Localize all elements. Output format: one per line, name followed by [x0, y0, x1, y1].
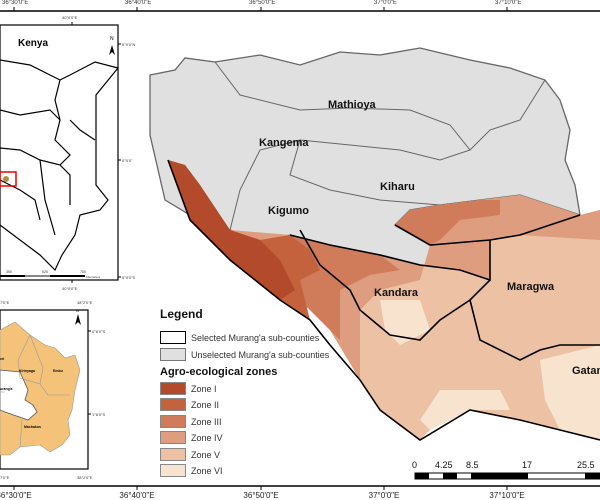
legend-swatch: [160, 448, 186, 461]
kenya-lon-label: 40°0'0"E: [62, 15, 78, 20]
bottom-tick-label: 36°30'0"E: [0, 491, 32, 500]
zone-iii-area: [395, 200, 500, 245]
legend-swatch: [160, 398, 186, 411]
map-label-kigumo: Kigumo: [268, 205, 309, 217]
zone-vi-area: [540, 345, 600, 440]
kenya-scale-label: 525: [42, 270, 48, 274]
county-label: Embu: [53, 369, 63, 373]
county-label: eri: [0, 357, 4, 361]
zone-vi-area: [420, 390, 510, 430]
kenya-inset-map: [0, 22, 121, 283]
scale-label: 25.5: [577, 460, 595, 470]
bottom-tick-label: 37°0'0"E: [369, 491, 400, 500]
legend-label: Unselected Murang'a sub-counties: [191, 349, 330, 360]
map-label-maragwa: Maragwa: [507, 281, 555, 293]
county-lon-label: 38°2'0"E: [77, 300, 93, 305]
legend-item-zone-vi: Zone VI: [160, 464, 223, 477]
subcounty-boundary: [214, 61, 546, 231]
scale-label: 8.5: [466, 460, 479, 470]
legend-swatch: [160, 348, 186, 361]
zone-vi-area: [380, 300, 430, 345]
top-tick-label: 37°0'0"E: [374, 0, 397, 6]
map-label-gatanga: Gatan: [572, 365, 600, 377]
map-label-kandara: Kandara: [374, 287, 419, 299]
top-tick-label: 37°10'0"E: [495, 0, 521, 6]
county-lon-label: 38°2'0"E: [77, 475, 93, 480]
bottom-tick-label: 36°40'0"E: [119, 491, 154, 500]
zones-title: Agro-ecological zones: [160, 366, 278, 378]
legend-label: Zone III: [191, 416, 222, 427]
scale-label: 0: [412, 460, 418, 470]
top-tick-label: 36°50'0"E: [249, 0, 275, 6]
legend-label: Selected Murang'a sub-counties: [191, 332, 320, 343]
legend-swatch: [160, 464, 186, 477]
kenya-scale-label: 350: [6, 270, 12, 274]
legend-item-unselected: Unselected Murang'a sub-counties: [160, 348, 329, 361]
legend-label: Zone II: [191, 399, 220, 410]
legend-swatch: [160, 415, 186, 428]
legend-label: Zone I: [191, 383, 217, 394]
map-label-mathioya: Mathioya: [328, 99, 377, 111]
selected-subcounty-boundaries: [167, 159, 600, 441]
county-lat-label: 1°6'0"S: [92, 412, 105, 417]
kenya-lat-label: 5°0'0"N: [122, 42, 135, 47]
kenya-scale-label: Kilometers: [86, 275, 101, 279]
murangaa-highlight-box: [0, 171, 17, 187]
legend-title: Legend: [160, 307, 203, 321]
county-lon-label: 7'0"E: [0, 475, 10, 480]
top-tick-label: 36°40'0"E: [125, 0, 151, 6]
kenya-scale-label: 700: [80, 270, 86, 274]
legend-item-zone-iv: Zone IV: [160, 431, 223, 444]
legend-swatch: [160, 431, 186, 444]
county-label: Kirinyaga: [19, 369, 35, 373]
legend-item-zone-v: Zone V: [160, 448, 220, 461]
map-label-kiharu: Kiharu: [380, 181, 415, 193]
zone-i-area: [168, 160, 295, 300]
legend-item-zone-ii: Zone II: [160, 398, 219, 411]
map-label-kangema: Kangema: [259, 137, 309, 149]
top-tick-label: 36°30'0"E: [2, 0, 28, 6]
bottom-tick-label: 36°50'0"E: [243, 491, 278, 500]
county-lon-label: 7'0"E: [0, 300, 10, 305]
county-label: urang'a: [0, 387, 13, 391]
county-inset-map: [0, 309, 91, 470]
county-label: Machakos: [24, 425, 41, 429]
scale-label: 4.25: [435, 460, 453, 470]
north-arrow-icon: [109, 45, 115, 55]
legend-label: Zone VI: [191, 465, 223, 476]
kenya-inset-title: Kenya: [18, 38, 48, 49]
legend-item-zone-iii: Zone III: [160, 415, 222, 428]
north-arrow-icon: [75, 314, 81, 325]
bottom-tick-label: 37°10'0"E: [489, 491, 524, 500]
legend-item-selected: Selected Murang'a sub-counties: [160, 331, 319, 344]
legend-swatch: [160, 382, 186, 395]
legend-label: Zone V: [191, 449, 221, 460]
legend-label: Zone IV: [191, 432, 223, 443]
top-axis-ticks: [13, 7, 508, 11]
legend-swatch: [160, 331, 186, 344]
kenya-lat-label: 5°0'0"S: [122, 275, 135, 280]
county-lat-label: 0°6'0"S: [92, 329, 105, 334]
scale-label: 17: [522, 460, 533, 470]
legend-item-zone-i: Zone I: [160, 382, 217, 395]
north-arrow-label: N: [110, 36, 114, 42]
scale-bar: [414, 472, 600, 480]
kenya-lat-label: 0°0'0": [122, 158, 133, 163]
north-arrow-label: N: [76, 308, 79, 313]
kenya-lon-label: 40°0'0"E: [62, 286, 78, 291]
bottom-axis-ticks: [13, 486, 508, 490]
